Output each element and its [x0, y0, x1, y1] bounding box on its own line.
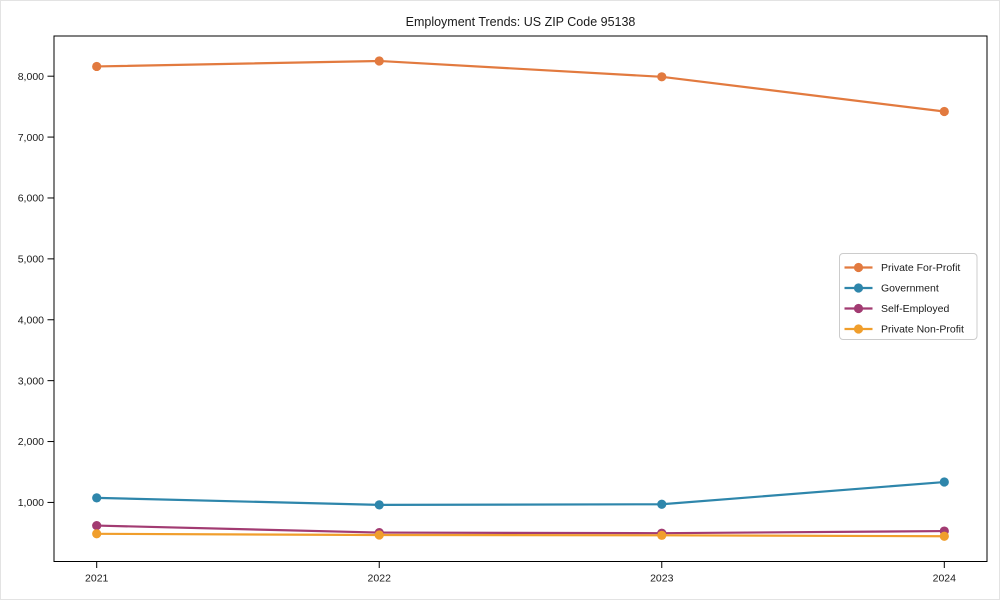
legend-marker — [853, 303, 864, 314]
y-tick-label: 6,000 — [18, 193, 44, 205]
data-point — [939, 477, 949, 487]
series-line-private-non-profit — [95, 532, 946, 538]
y-tick-label: 1,000 — [18, 497, 44, 509]
legend-marker — [853, 262, 864, 273]
data-point — [657, 72, 667, 82]
x-tick-label: 2024 — [933, 573, 957, 585]
y-tick-label: 5,000 — [18, 254, 44, 266]
x-tick-label: 2021 — [85, 573, 109, 585]
series-line-private-for-profit — [95, 59, 946, 113]
data-point — [92, 520, 102, 531]
data-point — [939, 106, 949, 117]
y-tick-label: 8,000 — [18, 71, 44, 83]
y-tick-label: 7,000 — [18, 132, 44, 144]
legend-box — [839, 253, 978, 340]
axes-spines — [53, 35, 988, 562]
legend-label: Private Non-Profit — [881, 324, 964, 336]
data-point — [657, 530, 667, 540]
data-point — [374, 530, 384, 540]
data-point — [374, 56, 384, 66]
y-tick-label: 2,000 — [18, 436, 44, 448]
data-point — [92, 61, 102, 72]
data-point — [374, 500, 384, 510]
chart-title: Employment Trends: US ZIP Code 95138 — [406, 15, 636, 29]
y-tick-label: 4,000 — [18, 314, 44, 326]
legend: Private For-Profit Government Self-Employe… — [839, 253, 978, 340]
legend-label: Government — [881, 283, 939, 295]
data-point — [657, 499, 667, 509]
data-point — [92, 529, 102, 539]
x-tick-label: 2023 — [650, 573, 674, 585]
legend-marker — [853, 324, 864, 334]
legend-marker — [853, 283, 864, 293]
y-tick-label: 3,000 — [18, 375, 44, 387]
x-tick-label: 2022 — [368, 573, 392, 585]
plot-area: 1,000 2,000 3,000 4,000 5,000 6,000 7,000 8,000… — [18, 35, 988, 585]
data-point — [939, 531, 949, 541]
series-line-self-employed — [95, 524, 946, 535]
legend-label: Self-Employed — [881, 303, 949, 315]
series-line-government — [95, 480, 946, 506]
data-point — [92, 493, 102, 503]
legend-label: Private For-Profit — [881, 262, 960, 274]
